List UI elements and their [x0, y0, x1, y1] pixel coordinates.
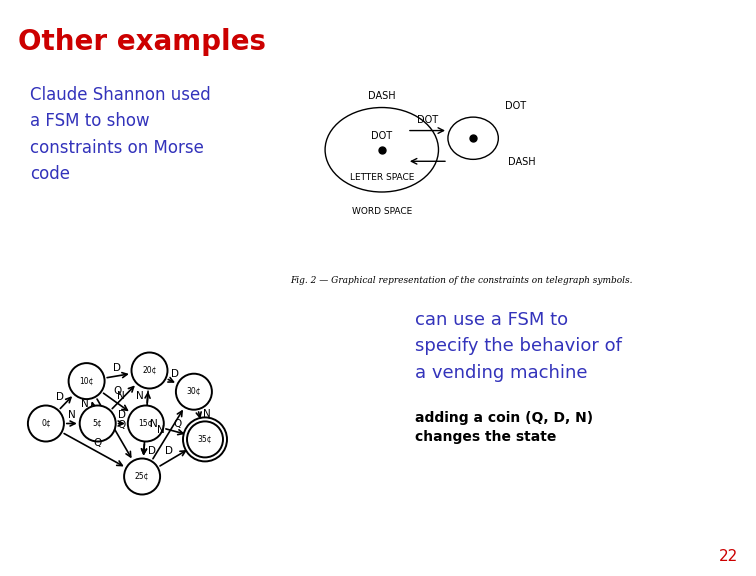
- Text: Fig. 2 — Graphical representation of the constraints on telegraph symbols.: Fig. 2 — Graphical representation of the…: [290, 276, 633, 285]
- Text: N: N: [117, 391, 125, 401]
- Text: Q: Q: [173, 419, 181, 429]
- Text: 10¢: 10¢: [79, 377, 94, 385]
- Text: N: N: [68, 411, 76, 420]
- Circle shape: [69, 363, 104, 399]
- Circle shape: [176, 374, 212, 410]
- Text: Other examples: Other examples: [18, 28, 266, 56]
- Text: 22: 22: [719, 549, 738, 564]
- Circle shape: [132, 353, 168, 388]
- Circle shape: [124, 458, 160, 495]
- Text: D: D: [171, 369, 179, 379]
- Text: N: N: [81, 399, 88, 410]
- Text: 0¢: 0¢: [41, 419, 51, 428]
- Text: Q: Q: [113, 386, 122, 396]
- Text: can use a FSM to
specify the behavior of
a vending machine: can use a FSM to specify the behavior of…: [415, 311, 622, 382]
- Text: Q: Q: [94, 438, 102, 448]
- Text: N: N: [157, 425, 165, 435]
- Text: N: N: [150, 419, 158, 429]
- Text: N: N: [203, 409, 211, 419]
- Text: DOT: DOT: [417, 115, 438, 125]
- Text: 20¢: 20¢: [142, 366, 156, 375]
- Circle shape: [128, 406, 164, 441]
- Circle shape: [187, 422, 223, 457]
- Text: D: D: [166, 446, 173, 456]
- Text: 5¢: 5¢: [93, 419, 103, 428]
- Text: DASH: DASH: [508, 157, 535, 168]
- Text: Claude Shannon used
a FSM to show
constraints on Morse
code: Claude Shannon used a FSM to show constr…: [30, 86, 211, 183]
- Text: 15¢: 15¢: [138, 419, 153, 428]
- Text: D: D: [148, 446, 156, 456]
- Text: 30¢: 30¢: [187, 387, 201, 396]
- Text: WORD SPACE: WORD SPACE: [352, 207, 412, 217]
- Text: N: N: [136, 392, 144, 401]
- Text: adding a coin (Q, D, N)
changes the state: adding a coin (Q, D, N) changes the stat…: [415, 411, 593, 445]
- Text: DOT: DOT: [371, 131, 392, 141]
- Text: 35¢: 35¢: [197, 435, 212, 444]
- Circle shape: [28, 406, 64, 441]
- Text: D: D: [118, 411, 125, 420]
- Text: DOT: DOT: [504, 101, 525, 111]
- Text: 25¢: 25¢: [135, 472, 150, 481]
- Text: D: D: [113, 363, 121, 373]
- Text: LETTER SPACE: LETTER SPACE: [349, 173, 414, 182]
- Text: DASH: DASH: [368, 92, 395, 101]
- Circle shape: [79, 406, 116, 441]
- Text: D: D: [57, 392, 64, 402]
- Text: Q: Q: [117, 420, 125, 430]
